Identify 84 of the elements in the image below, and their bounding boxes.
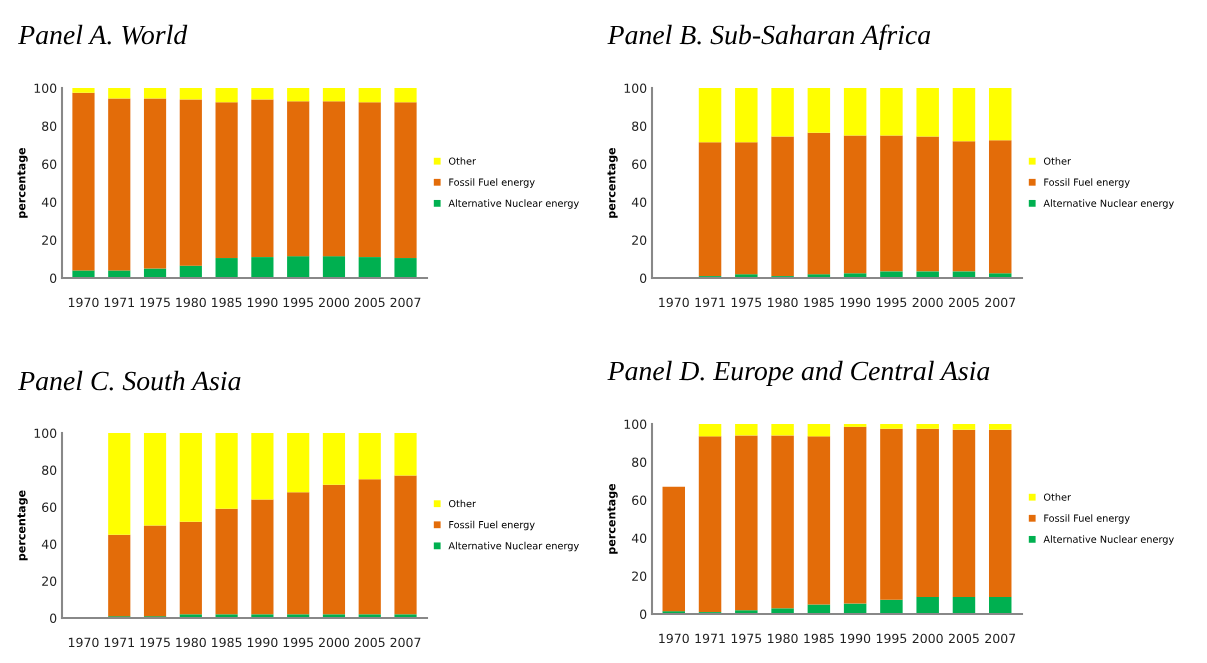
y-tick-label: 20 <box>42 576 57 586</box>
y-tick-label: 20 <box>632 235 647 245</box>
legend-label: Fossil Fuel energy <box>449 178 535 188</box>
y-tick-label: 0 <box>640 609 647 619</box>
legend-label: Other <box>448 499 476 508</box>
y-axis-title: percentage <box>607 147 618 218</box>
x-tick-label: 2007 <box>390 297 421 308</box>
legend-label: Fossil Fuel energy <box>1044 178 1130 188</box>
x-tick-label: 1975 <box>731 297 762 308</box>
y-tick-label: 20 <box>632 571 647 581</box>
y-tick-label: 40 <box>41 197 57 207</box>
x-tick-label: 2000 <box>912 297 943 308</box>
x-tick-label: 2000 <box>318 297 350 308</box>
y-tick-label: 60 <box>632 495 647 505</box>
legend-label: Other <box>1043 157 1071 165</box>
x-tick-label: 1995 <box>876 297 907 308</box>
legend-label: Fossil Fuel energy <box>449 520 535 531</box>
x-tick-label: 1985 <box>212 297 242 308</box>
x-tick-label: 1995 <box>283 637 313 648</box>
y-tick-label: 60 <box>632 159 647 169</box>
y-tick-label: 100 <box>624 83 647 93</box>
x-tick-label: 1995 <box>876 633 907 644</box>
x-tick-label: 1985 <box>804 633 834 644</box>
y-tick-label: 40 <box>631 533 647 543</box>
x-tick-label: 2007 <box>985 297 1016 308</box>
x-tick-label: 1980 <box>176 297 206 308</box>
x-tick-label: 1975 <box>140 637 170 648</box>
x-tick-label: 2000 <box>318 637 350 648</box>
chart-title: Panel A. World <box>18 24 188 45</box>
x-tick-label: 2005 <box>354 637 385 648</box>
y-axis-title: percentage <box>17 490 28 561</box>
x-tick-label: 1990 <box>247 297 278 308</box>
y-tick-label: 80 <box>42 121 57 131</box>
x-tick-label: 1990 <box>247 637 278 648</box>
x-tick-label: 2007 <box>985 633 1016 644</box>
x-tick-label: 2005 <box>948 633 979 644</box>
x-tick-label: 2005 <box>948 297 979 308</box>
chart-title: Panel C. South Asia <box>18 370 241 391</box>
x-tick-label: 1985 <box>804 297 834 308</box>
y-tick-label: 100 <box>34 428 57 438</box>
x-tick-label: 1980 <box>176 637 206 648</box>
chart-title: Panel B. Sub-Saharan Africa <box>607 24 931 50</box>
legend-label: Alternative Nuclear energy <box>448 541 579 552</box>
x-tick-label: 1970 <box>659 297 689 308</box>
y-tick-label: 60 <box>42 159 57 169</box>
x-tick-label: 2007 <box>390 637 421 648</box>
x-tick-label: 1990 <box>840 633 871 644</box>
y-axis-title: percentage <box>607 483 618 554</box>
legend-label: Other <box>1043 493 1071 501</box>
y-tick-label: 80 <box>42 465 57 475</box>
y-tick-label: 0 <box>640 273 647 283</box>
legend-label: Fossil Fuel energy <box>1044 514 1130 524</box>
y-tick-label: 0 <box>50 273 57 283</box>
legend-label: Other <box>448 157 476 165</box>
x-tick-label: 1970 <box>68 637 99 648</box>
legend-label: Alternative Nuclear energy <box>1043 199 1174 209</box>
y-tick-label: 100 <box>624 419 647 429</box>
x-tick-label: 1971 <box>695 297 725 308</box>
x-tick-label: 1971 <box>104 637 135 648</box>
y-tick-label: 80 <box>632 121 647 131</box>
x-tick-label: 1980 <box>768 633 798 644</box>
x-tick-label: 1975 <box>731 633 762 644</box>
x-tick-label: 1971 <box>104 297 135 308</box>
y-tick-label: 0 <box>50 613 57 623</box>
x-tick-label: 1985 <box>212 637 242 648</box>
x-tick-label: 1970 <box>659 633 689 644</box>
x-tick-label: 1970 <box>68 297 99 308</box>
x-tick-label: 1980 <box>768 297 798 308</box>
y-tick-label: 100 <box>34 83 57 93</box>
x-tick-label: 1995 <box>283 297 313 308</box>
y-tick-label: 80 <box>632 457 647 467</box>
y-tick-label: 40 <box>631 197 647 207</box>
y-tick-label: 60 <box>42 502 57 512</box>
y-tick-label: 20 <box>42 235 57 245</box>
chart-title: Panel D. Europe and Central Asia <box>607 360 990 386</box>
x-tick-label: 1971 <box>695 633 725 644</box>
legend-label: Alternative Nuclear energy <box>1043 535 1174 545</box>
legend-label: Alternative Nuclear energy <box>448 199 579 209</box>
y-axis-title: percentage <box>17 147 28 218</box>
y-tick-label: 40 <box>41 539 57 549</box>
x-tick-label: 2005 <box>354 297 385 308</box>
x-tick-label: 2000 <box>912 633 943 644</box>
x-tick-label: 1975 <box>140 297 170 308</box>
x-tick-label: 1990 <box>840 297 871 308</box>
